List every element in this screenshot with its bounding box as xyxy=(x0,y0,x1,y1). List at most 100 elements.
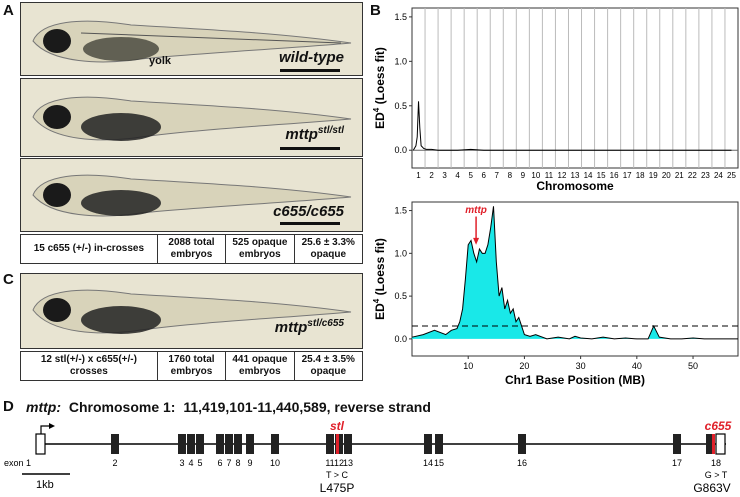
tss-arrow xyxy=(40,425,50,434)
exon-label: 8 xyxy=(235,458,240,468)
panel-label-b: B xyxy=(370,2,381,19)
x-tick-label: 13 xyxy=(571,171,580,180)
x-tick-label: 30 xyxy=(576,361,586,371)
exon-box xyxy=(187,434,195,454)
scale-label: 1kb xyxy=(36,479,54,491)
x-tick-label: 24 xyxy=(714,171,723,180)
series-area xyxy=(412,206,738,339)
exon-box xyxy=(435,434,443,454)
x-tick-label: 18 xyxy=(636,171,645,180)
exon-label: 17 xyxy=(672,458,682,468)
gene-name: mttp: xyxy=(26,399,61,415)
stats-cell: 15 c655 (+/-) in-crosses xyxy=(20,234,158,264)
exon-box xyxy=(216,434,224,454)
exon-label: 5 xyxy=(197,458,202,468)
scale-bar xyxy=(280,147,340,150)
y-tick-label: 0.0 xyxy=(394,145,407,155)
fish-drawing xyxy=(32,289,352,334)
mutation-aa-stl: L475P xyxy=(320,481,355,495)
exon-label: 7 xyxy=(226,458,231,468)
exon-utr-box xyxy=(35,433,46,455)
x-tick-label: 17 xyxy=(623,171,632,180)
x-tick-label: 11 xyxy=(545,171,554,180)
stats-table-c: 12 stl(+/-) x c655(+/-) crosses 1760 tot… xyxy=(20,351,364,381)
y-tick-label: 1.0 xyxy=(394,248,407,258)
exon-box xyxy=(673,434,681,454)
gene-coords: 11,419,101-11,440,589, reverse strand xyxy=(183,399,431,415)
yolk-label: yolk xyxy=(149,55,172,67)
stats-cell: 1760 total embryos xyxy=(156,351,227,381)
x-tick-label: 4 xyxy=(455,171,460,180)
exon-label: 16 xyxy=(517,458,527,468)
exon-box xyxy=(246,434,254,454)
exon-label: 11 xyxy=(325,458,334,468)
x-axis-label: Chromosome xyxy=(536,179,614,193)
panel-label-d: D xyxy=(3,398,14,415)
x-tick-label: 1 xyxy=(416,171,421,180)
panel-label-c: C xyxy=(3,271,14,288)
genotype-label-c: mttpstl/c655 xyxy=(274,318,344,336)
genotype-label-2: mttpstl/stl xyxy=(285,125,344,143)
y-axis-label: ED4 (Loess fit) xyxy=(372,47,387,129)
fish-drawing xyxy=(32,96,352,141)
annotation-label: mttp xyxy=(465,205,487,216)
x-tick-label: 19 xyxy=(649,171,658,180)
exon-box xyxy=(518,434,526,454)
exon-label: 15 xyxy=(434,458,444,468)
x-tick-label: 2 xyxy=(429,171,434,180)
fish-drawing xyxy=(32,174,352,217)
exon-label: 12 xyxy=(334,458,344,468)
exon-box xyxy=(424,434,432,454)
x-tick-label: 20 xyxy=(662,171,671,180)
stats-cell: 12 stl(+/-) x c655(+/-) crosses xyxy=(20,351,158,381)
exon-utr-box xyxy=(715,433,726,455)
x-tick-label: 15 xyxy=(597,171,606,180)
x-tick-label: 40 xyxy=(632,361,642,371)
exon-label: 14 xyxy=(423,458,433,468)
exon-box xyxy=(178,434,186,454)
exon-box xyxy=(344,434,352,454)
scale-bar xyxy=(280,69,340,72)
x-tick-label: 12 xyxy=(558,171,567,180)
x-tick-label: 20 xyxy=(519,361,529,371)
x-tick-label: 25 xyxy=(727,171,736,180)
exon-box xyxy=(111,434,119,454)
mutation-change-stl: T > C xyxy=(326,470,349,480)
chart-chr1-scan: 0.0 0.5 1.0 1.5 10 20 30 40 50 mttp Chr1 Base Posi… xyxy=(372,201,739,387)
mutation-name-stl: stl xyxy=(330,419,345,433)
gene-location: Chromosome 1: xyxy=(68,399,176,415)
gene-header: mttp: Chromosome 1: 11,419,101-11,440,58… xyxy=(26,399,431,415)
x-tick-label: 23 xyxy=(701,171,710,180)
exon-label: 4 xyxy=(188,458,193,468)
y-tick-label: 1.0 xyxy=(394,56,407,66)
x-tick-label: 7 xyxy=(495,171,500,180)
x-tick-label: 9 xyxy=(521,171,526,180)
exon-label: 10 xyxy=(270,458,280,468)
series-line xyxy=(411,206,738,340)
series-line xyxy=(412,101,732,151)
scale-bar xyxy=(280,222,340,225)
exon-box xyxy=(225,434,233,454)
exon-box xyxy=(196,434,204,454)
mutation-name-c655: c655 xyxy=(705,419,732,433)
x-tick-label: 16 xyxy=(610,171,619,180)
x-tick-label: 14 xyxy=(584,171,593,180)
exon-label: 13 xyxy=(343,458,353,468)
exon-label: 3 xyxy=(179,458,184,468)
fish-image-transhet: mttpstl/c655 xyxy=(20,273,363,349)
stats-cell: 525 opaque embryos xyxy=(225,234,295,264)
x-tick-label: 10 xyxy=(531,171,540,180)
tss-arrow-head xyxy=(49,423,55,429)
stats-cell: 25.4 ± 3.5% opaque xyxy=(293,351,364,381)
fish-image-c655: c655/c655 xyxy=(20,158,363,232)
exon-label: exon 1 xyxy=(4,458,31,468)
panel-label-a: A xyxy=(3,2,14,19)
plot-frame xyxy=(411,201,739,357)
y-tick-label: 0.5 xyxy=(394,101,407,111)
exon-label: 9 xyxy=(247,458,252,468)
exon-label: 18 xyxy=(711,458,721,468)
exon-label: 6 xyxy=(217,458,222,468)
x-tick-label: 21 xyxy=(675,171,684,180)
x-tick-label: 8 xyxy=(508,171,513,180)
